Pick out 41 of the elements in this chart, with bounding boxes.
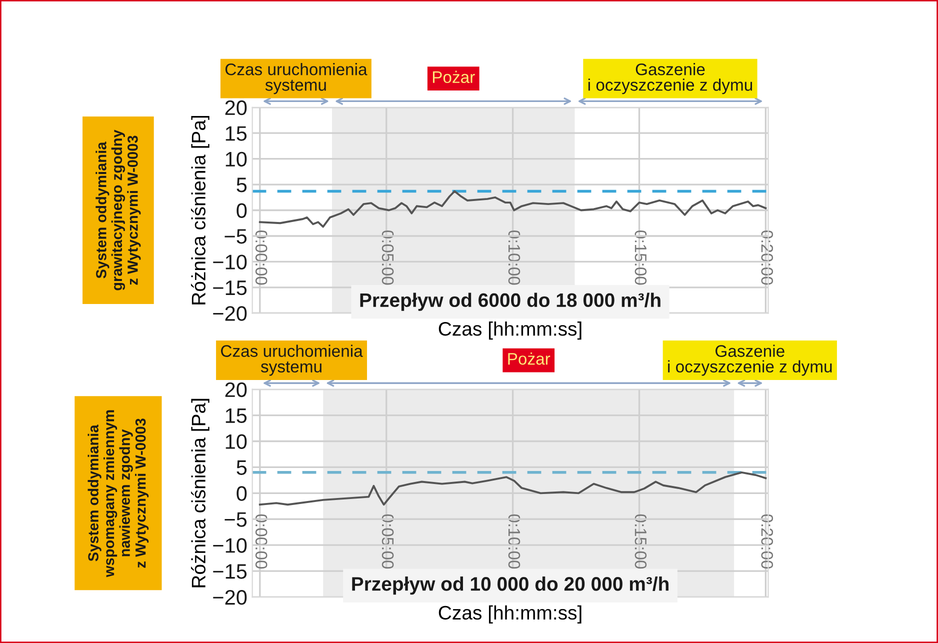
line-series [258, 190, 767, 228]
text: System oddymiania wspomagany zmiennym nawiewem zgodny z Wytycznymi W-0003 [88, 410, 149, 578]
x-axis-title: Czas [hh:mm:ss] [438, 321, 582, 340]
y-tick-label: −20 [213, 590, 247, 605]
annotation: Przepływ od 10 000 do 20 000 m³/h [352, 576, 668, 595]
text: System oddymiania grawitacyjnego zgodny z Wytycznymi W-0003 [96, 130, 141, 290]
x-tick-label: 0:15:00 [634, 514, 647, 569]
y-tick-label: −5 [224, 229, 247, 244]
y-tick-label: 5 [236, 460, 247, 475]
y-tick-label: −10 [213, 538, 247, 553]
y-tick-label: −15 [213, 564, 247, 579]
y-tick-label: 10 [226, 434, 247, 450]
text: Czas uruchomienia systemu [221, 344, 363, 376]
x-tick-label: 0:00:00 [255, 514, 268, 569]
y-tick-label: 20 [225, 100, 247, 116]
y-tick-label: 20 [225, 382, 247, 398]
text: Gaszenie i oczyszczenie z dymu [668, 344, 832, 376]
band-label: Pożar [432, 70, 475, 84]
x-tick-label: 0:15:00 [634, 230, 647, 285]
line-series [258, 471, 767, 506]
x-tick-label: 0:05:00 [382, 230, 394, 285]
y-tick-label: 0 [236, 203, 247, 218]
y-axis-title: Różnica ciśnienia [Pa] [190, 116, 210, 304]
y-tick-label: −5 [224, 512, 247, 527]
text: Czas uruchomienia systemu [225, 63, 368, 94]
x-axis-title: Czas [hh:mm:ss] [438, 605, 582, 624]
y-axis-title: Różnica ciśnienia [Pa] [190, 398, 210, 588]
y-tick-label: −10 [213, 254, 247, 270]
band-label: Pożar [508, 352, 550, 365]
y-tick-label: −20 [213, 306, 247, 321]
x-tick-label: 0:10:00 [508, 230, 520, 285]
y-tick-label: 15 [226, 126, 247, 141]
y-tick-label: −15 [213, 280, 247, 296]
y-tick-label: 5 [236, 178, 247, 192]
x-tick-label: 0:05:00 [382, 514, 394, 569]
y-tick-label: 15 [226, 408, 247, 424]
text: Gaszenie i oczyszczenie z dymu [588, 63, 752, 94]
y-tick-label: 10 [226, 152, 247, 167]
annotation: Przepływ od 6000 do 18 000 m³/h [360, 292, 660, 311]
x-tick-label: 0:00:00 [255, 230, 268, 285]
y-tick-label: 0 [236, 486, 247, 501]
